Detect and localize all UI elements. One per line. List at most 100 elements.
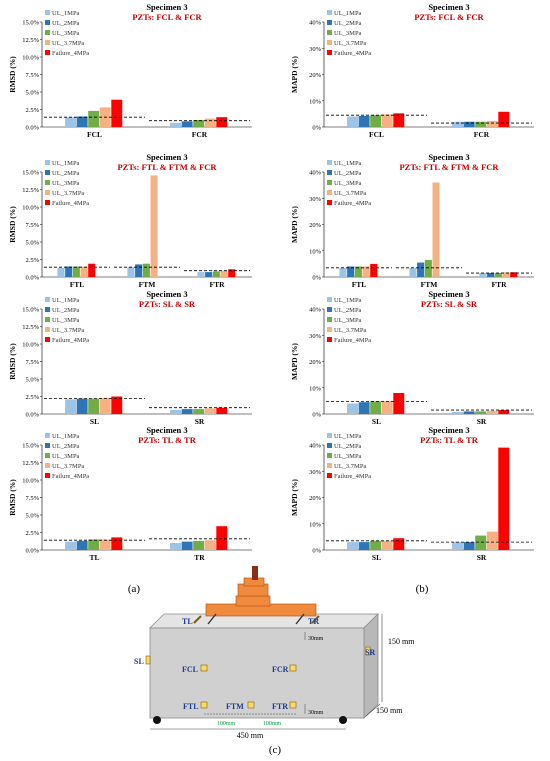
legend-label: UL_3MPa <box>334 180 362 187</box>
legend-swatch <box>327 190 332 195</box>
bar <box>475 411 487 414</box>
y-tick-label: 30% <box>309 196 322 203</box>
legend-swatch <box>45 433 50 438</box>
legend-swatch <box>45 10 50 15</box>
bar <box>393 393 405 414</box>
chart-3: 0.0% 2.5% 5.0% 7.5% 10.0% 12.5% 15.0% RMSD (%) S… <box>8 152 252 289</box>
y-tick-label: 15.0% <box>22 443 39 450</box>
chart-subtitle: PZTs: SL & SR <box>139 299 196 309</box>
chart-title: Specimen 3 <box>428 289 469 299</box>
dim-spacing-left: 100mm <box>217 721 236 727</box>
legend-swatch <box>327 307 332 312</box>
x-tick-label: FTR <box>492 280 508 289</box>
bar <box>393 538 405 550</box>
bar <box>347 116 359 127</box>
legend-swatch <box>327 463 332 468</box>
y-tick-label: 10.0% <box>22 205 39 212</box>
y-tick-label: 7.5% <box>25 359 39 366</box>
chart-title: Specimen 3 <box>146 425 187 435</box>
y-axis-label: MAPD (%) <box>290 56 299 93</box>
chart-5: 0.0% 2.5% 5.0% 7.5% 10.0% 12.5% 15.0% RMSD (%) S… <box>8 289 252 426</box>
pzt-sr <box>365 646 371 656</box>
y-tick-label: 12.5% <box>22 37 39 44</box>
legend-swatch <box>45 473 50 478</box>
legend-swatch <box>327 160 332 165</box>
legend-label: UL_3.7MPa <box>52 463 84 470</box>
legend-swatch <box>327 337 332 342</box>
y-tick-label: 10% <box>309 248 322 255</box>
y-tick-label: 0% <box>312 412 321 419</box>
bar <box>463 411 475 414</box>
bar <box>347 542 359 550</box>
x-tick-label: TL <box>89 553 99 562</box>
x-tick-label: FTR <box>210 280 226 289</box>
legend-swatch <box>45 50 50 55</box>
legend-swatch <box>327 473 332 478</box>
bar <box>475 535 487 550</box>
y-tick-label: 10% <box>309 385 322 392</box>
legend-swatch <box>45 327 50 332</box>
legend-label: UL_1MPa <box>52 10 80 17</box>
bar <box>216 117 228 127</box>
legend-label: UL_3MPa <box>334 317 362 324</box>
label-sr: SR <box>365 648 375 657</box>
legend-swatch <box>45 40 50 45</box>
label-ftr: FTR <box>272 702 288 711</box>
bar <box>127 267 135 277</box>
y-axis-label: RMSD (%) <box>8 206 17 243</box>
bar <box>452 542 464 550</box>
x-tick-label: SR <box>477 417 487 426</box>
legend-label: Failure_4MPa <box>334 473 371 480</box>
bar <box>88 263 96 277</box>
bar <box>181 541 193 550</box>
chart-7: 0.0% 2.5% 5.0% 7.5% 10.0% 12.5% 15.0% RMSD (%) S… <box>8 425 252 562</box>
bar <box>150 175 158 277</box>
y-tick-label: 12.5% <box>22 460 39 467</box>
top-bar-right <box>295 613 305 625</box>
bar <box>170 409 182 414</box>
bar <box>370 540 382 550</box>
legend-swatch <box>45 453 50 458</box>
legend-label: UL_1MPa <box>334 160 362 167</box>
fixture-block-lower <box>235 595 271 607</box>
legend-label: UL_3MPa <box>52 317 80 324</box>
bar <box>80 266 88 277</box>
bar <box>339 267 347 277</box>
legend-label: Failure_4MPa <box>52 337 89 344</box>
bar <box>362 266 370 277</box>
bar <box>181 409 193 414</box>
x-tick-label: FTM <box>421 280 438 289</box>
y-tick-label: 10% <box>309 98 322 105</box>
bar <box>498 410 510 414</box>
legend-swatch <box>327 170 332 175</box>
y-tick-label: 5.0% <box>25 90 39 97</box>
support-right <box>339 716 347 724</box>
bar <box>358 542 370 550</box>
pzt-ftr <box>289 701 297 709</box>
y-tick-label: 0% <box>312 275 321 282</box>
bar <box>65 266 73 277</box>
bar <box>381 114 393 127</box>
pzt-sl <box>145 655 151 665</box>
y-axis-label: MAPD (%) <box>290 479 299 516</box>
loading-rod <box>252 566 258 580</box>
bar <box>228 269 236 277</box>
legend-label: UL_3MPa <box>334 30 362 37</box>
legend-swatch <box>327 20 332 25</box>
x-tick-label: FCR <box>474 130 490 139</box>
bar <box>99 397 111 414</box>
bar <box>452 121 464 127</box>
y-tick-label: 0.0% <box>25 412 39 419</box>
y-tick-label: 7.5% <box>25 495 39 502</box>
legend-label: UL_3.7MPa <box>334 40 366 47</box>
bar <box>479 273 487 277</box>
legend-swatch <box>45 160 50 165</box>
bar <box>486 120 498 127</box>
legend-swatch <box>327 443 332 448</box>
y-tick-label: 10.0% <box>22 55 39 62</box>
y-tick-label: 0.0% <box>25 275 39 282</box>
